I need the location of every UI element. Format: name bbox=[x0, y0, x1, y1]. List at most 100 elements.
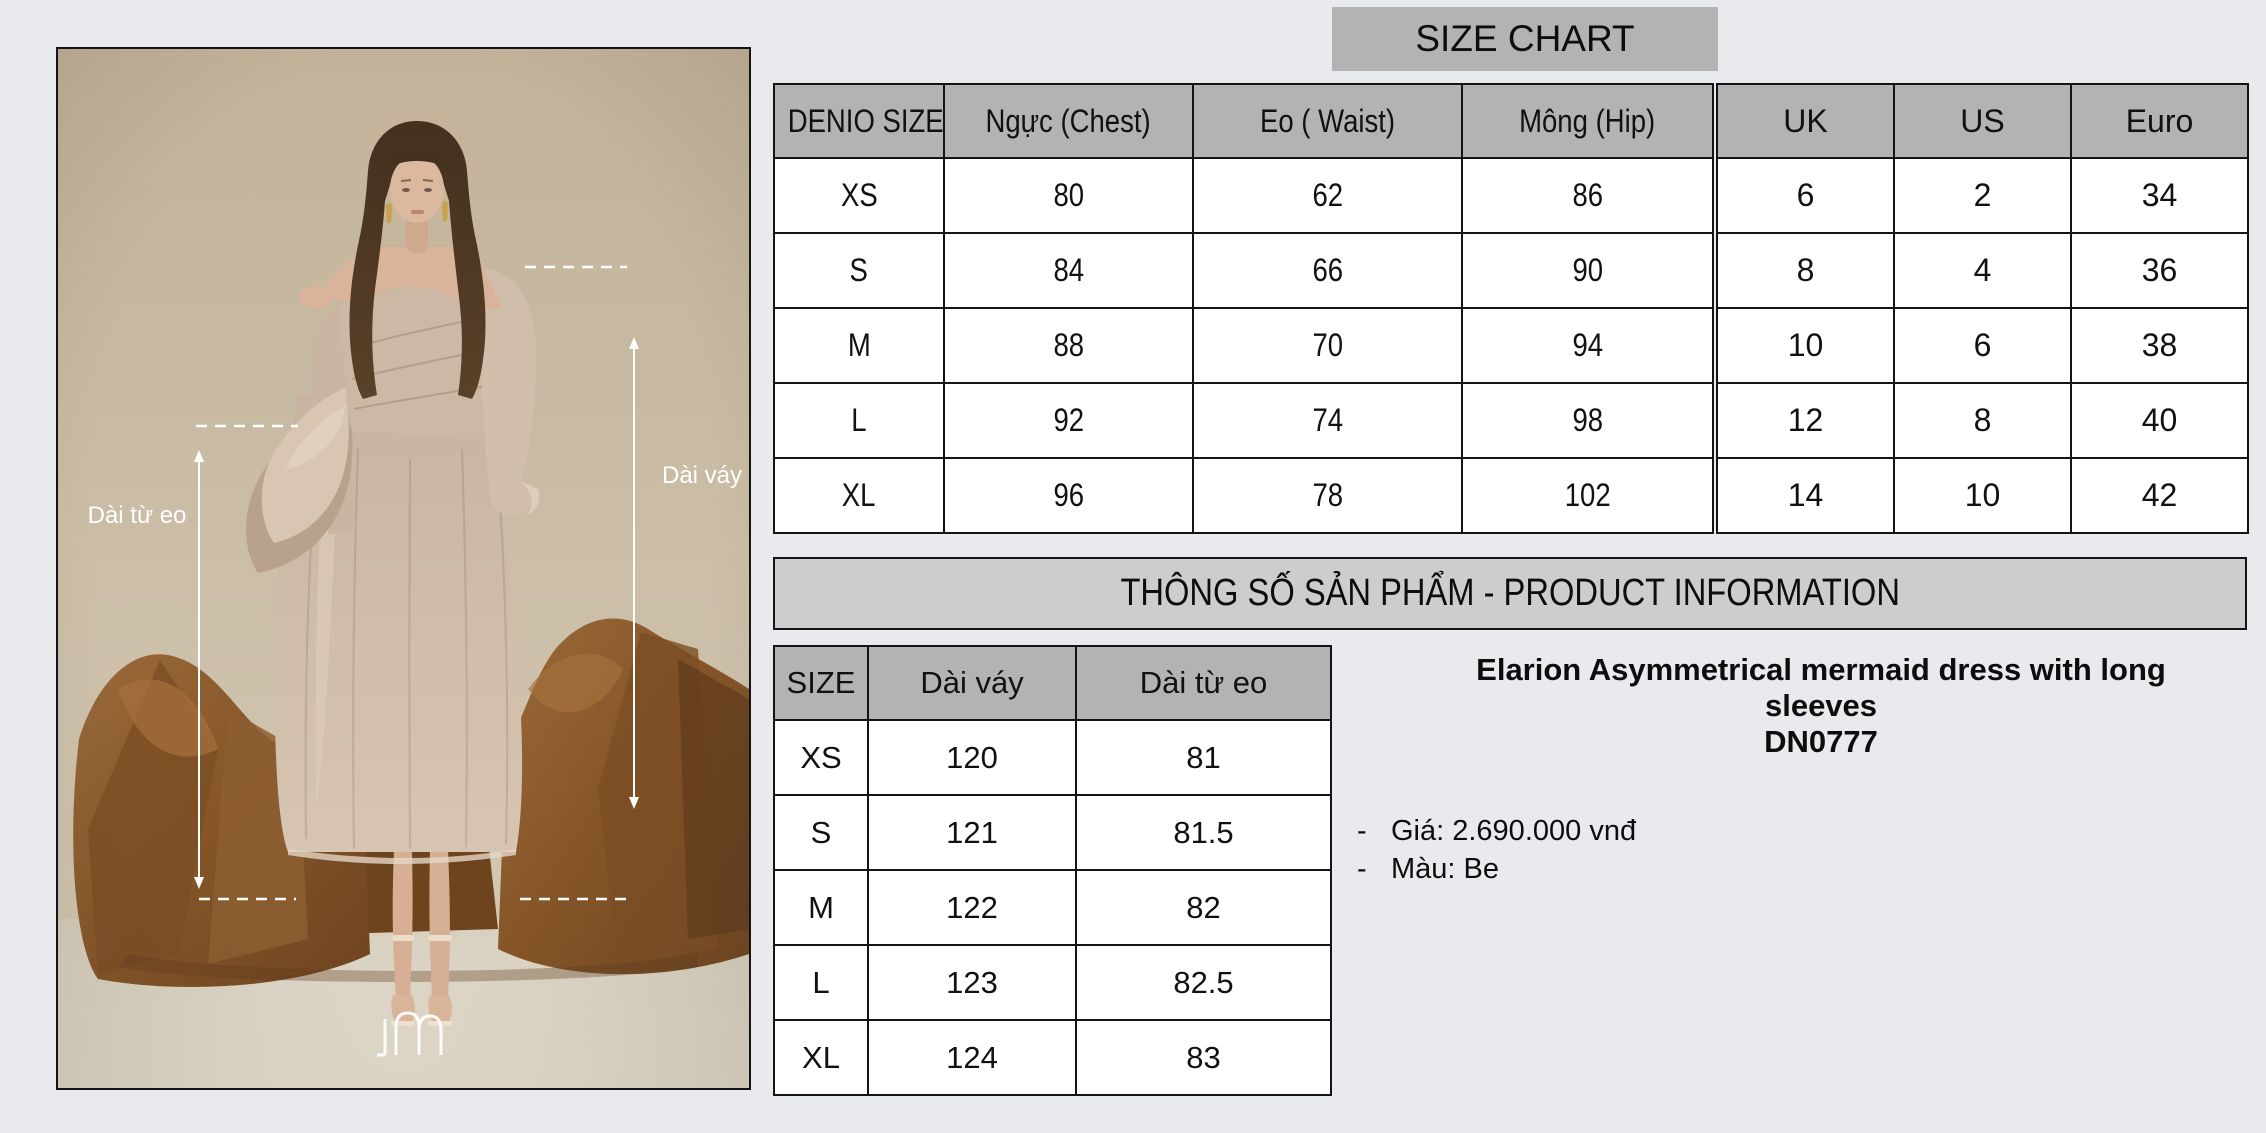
cell: 96 bbox=[943, 457, 1194, 534]
cell: 34 bbox=[2070, 157, 2249, 234]
table-row: 12 8 40 bbox=[1716, 382, 2249, 459]
cell: 83 bbox=[1075, 1019, 1332, 1096]
cell: 98 bbox=[1461, 382, 1714, 459]
cell: L bbox=[773, 382, 945, 459]
table-row: L 123 82.5 bbox=[773, 944, 1332, 1021]
column-header: Euro bbox=[2070, 83, 2249, 159]
size-chart-banner: SIZE CHART bbox=[1332, 7, 1718, 71]
arrow-down-icon bbox=[629, 797, 639, 809]
list-item: - Màu: Be bbox=[1357, 850, 1636, 888]
cell: 42 bbox=[2070, 457, 2249, 534]
cell: 81.5 bbox=[1075, 794, 1332, 871]
column-header: UK bbox=[1716, 83, 1895, 159]
arrow-up-icon bbox=[194, 450, 204, 462]
cell: 86 bbox=[1461, 157, 1714, 234]
cell: 82 bbox=[1075, 869, 1332, 946]
column-header: Mông (Hip) bbox=[1461, 83, 1714, 159]
column-header: SIZE bbox=[773, 645, 869, 721]
cell: 14 bbox=[1716, 457, 1895, 534]
cell: XL bbox=[773, 457, 945, 534]
cell: XL bbox=[773, 1019, 869, 1096]
table-row: XL 96 78 102 bbox=[773, 457, 1714, 534]
table-row: XS 80 62 86 bbox=[773, 157, 1714, 234]
cell: 90 bbox=[1461, 232, 1714, 309]
cell: 121 bbox=[867, 794, 1077, 871]
product-code: DN0777 bbox=[1764, 724, 1878, 759]
table-row: S 121 81.5 bbox=[773, 794, 1332, 871]
cell: 38 bbox=[2070, 307, 2249, 384]
table-row: 8 4 36 bbox=[1716, 232, 2249, 309]
cell: 70 bbox=[1192, 307, 1463, 384]
cell: S bbox=[773, 232, 945, 309]
table-row: M 122 82 bbox=[773, 869, 1332, 946]
table-row: S 84 66 90 bbox=[773, 232, 1714, 309]
bullet-dash: - bbox=[1357, 814, 1367, 847]
cell: 84 bbox=[943, 232, 1194, 309]
column-header: DENIO SIZE bbox=[773, 83, 945, 159]
cell: 74 bbox=[1192, 382, 1463, 459]
cell: 2 bbox=[1893, 157, 2072, 234]
cell: 78 bbox=[1192, 457, 1463, 534]
cell: 102 bbox=[1461, 457, 1714, 534]
cell: 124 bbox=[867, 1019, 1077, 1096]
bullet-dash: - bbox=[1357, 852, 1367, 885]
table-row: XL 124 83 bbox=[773, 1019, 1332, 1096]
cell: 122 bbox=[867, 869, 1077, 946]
product-info-banner-text: THÔNG SỐ SẢN PHẨM - PRODUCT INFORMATION bbox=[1120, 572, 1900, 614]
table-row: 10 6 38 bbox=[1716, 307, 2249, 384]
product-details: - Giá: 2.690.000 vnđ - Màu: Be bbox=[1357, 812, 1636, 888]
cell: XS bbox=[773, 157, 945, 234]
cell: 8 bbox=[1893, 382, 2072, 459]
cell: 10 bbox=[1716, 307, 1895, 384]
conversion-header-row: UK US Euro bbox=[1716, 83, 2249, 159]
cell: 120 bbox=[867, 719, 1077, 796]
cell: XS bbox=[773, 719, 869, 796]
cell: 92 bbox=[943, 382, 1194, 459]
column-header: Eo ( Waist) bbox=[1192, 83, 1463, 159]
product-color: Màu: Be bbox=[1391, 852, 1499, 885]
annotation-label-dress-length: Dài váy bbox=[662, 462, 742, 489]
product-title: Elarion Asymmetrical mermaid dress with … bbox=[1476, 652, 2166, 723]
brand-logo bbox=[377, 1011, 443, 1057]
table-row: M 88 70 94 bbox=[773, 307, 1714, 384]
measurement-table: DENIO SIZE Ngực (Chest) Eo ( Waist) Mông… bbox=[773, 83, 1714, 534]
cell: 6 bbox=[1716, 157, 1895, 234]
cell: 36 bbox=[2070, 232, 2249, 309]
cell: 80 bbox=[943, 157, 1194, 234]
cell: 40 bbox=[2070, 382, 2249, 459]
column-header: Dài váy bbox=[867, 645, 1077, 721]
length-table: SIZE Dài váy Dài từ eo XS 120 81 S 121 8… bbox=[773, 645, 1332, 1096]
cell: 66 bbox=[1192, 232, 1463, 309]
length-header-row: SIZE Dài váy Dài từ eo bbox=[773, 645, 1332, 721]
cell: L bbox=[773, 944, 869, 1021]
cell: 81 bbox=[1075, 719, 1332, 796]
product-photo: Dài từ eo Dài váy bbox=[56, 47, 751, 1090]
cell: M bbox=[773, 869, 869, 946]
table-row: 6 2 34 bbox=[1716, 157, 2249, 234]
size-chart-title: SIZE CHART bbox=[1415, 18, 1635, 59]
column-header: Dài từ eo bbox=[1075, 645, 1332, 721]
cell: 6 bbox=[1893, 307, 2072, 384]
product-title-block: Elarion Asymmetrical mermaid dress with … bbox=[1436, 652, 2206, 760]
list-item: - Giá: 2.690.000 vnđ bbox=[1357, 812, 1636, 850]
vignette bbox=[58, 49, 749, 1088]
measurement-annotations: Dài từ eo Dài váy bbox=[88, 265, 742, 901]
cell: 8 bbox=[1716, 232, 1895, 309]
column-header: Ngực (Chest) bbox=[943, 83, 1194, 159]
cell: S bbox=[773, 794, 869, 871]
cell: M bbox=[773, 307, 945, 384]
table-row: XS 120 81 bbox=[773, 719, 1332, 796]
table-row: 14 10 42 bbox=[1716, 457, 2249, 534]
table-row: L 92 74 98 bbox=[773, 382, 1714, 459]
column-header: US bbox=[1893, 83, 2072, 159]
cell: 94 bbox=[1461, 307, 1714, 384]
measurement-header-row: DENIO SIZE Ngực (Chest) Eo ( Waist) Mông… bbox=[773, 83, 1714, 159]
cell: 4 bbox=[1893, 232, 2072, 309]
cell: 123 bbox=[867, 944, 1077, 1021]
cell: 10 bbox=[1893, 457, 2072, 534]
cell: 62 bbox=[1192, 157, 1463, 234]
conversion-table: UK US Euro 6 2 34 8 4 36 10 6 38 12 bbox=[1716, 83, 2249, 534]
cell: 12 bbox=[1716, 382, 1895, 459]
cell: 88 bbox=[943, 307, 1194, 384]
